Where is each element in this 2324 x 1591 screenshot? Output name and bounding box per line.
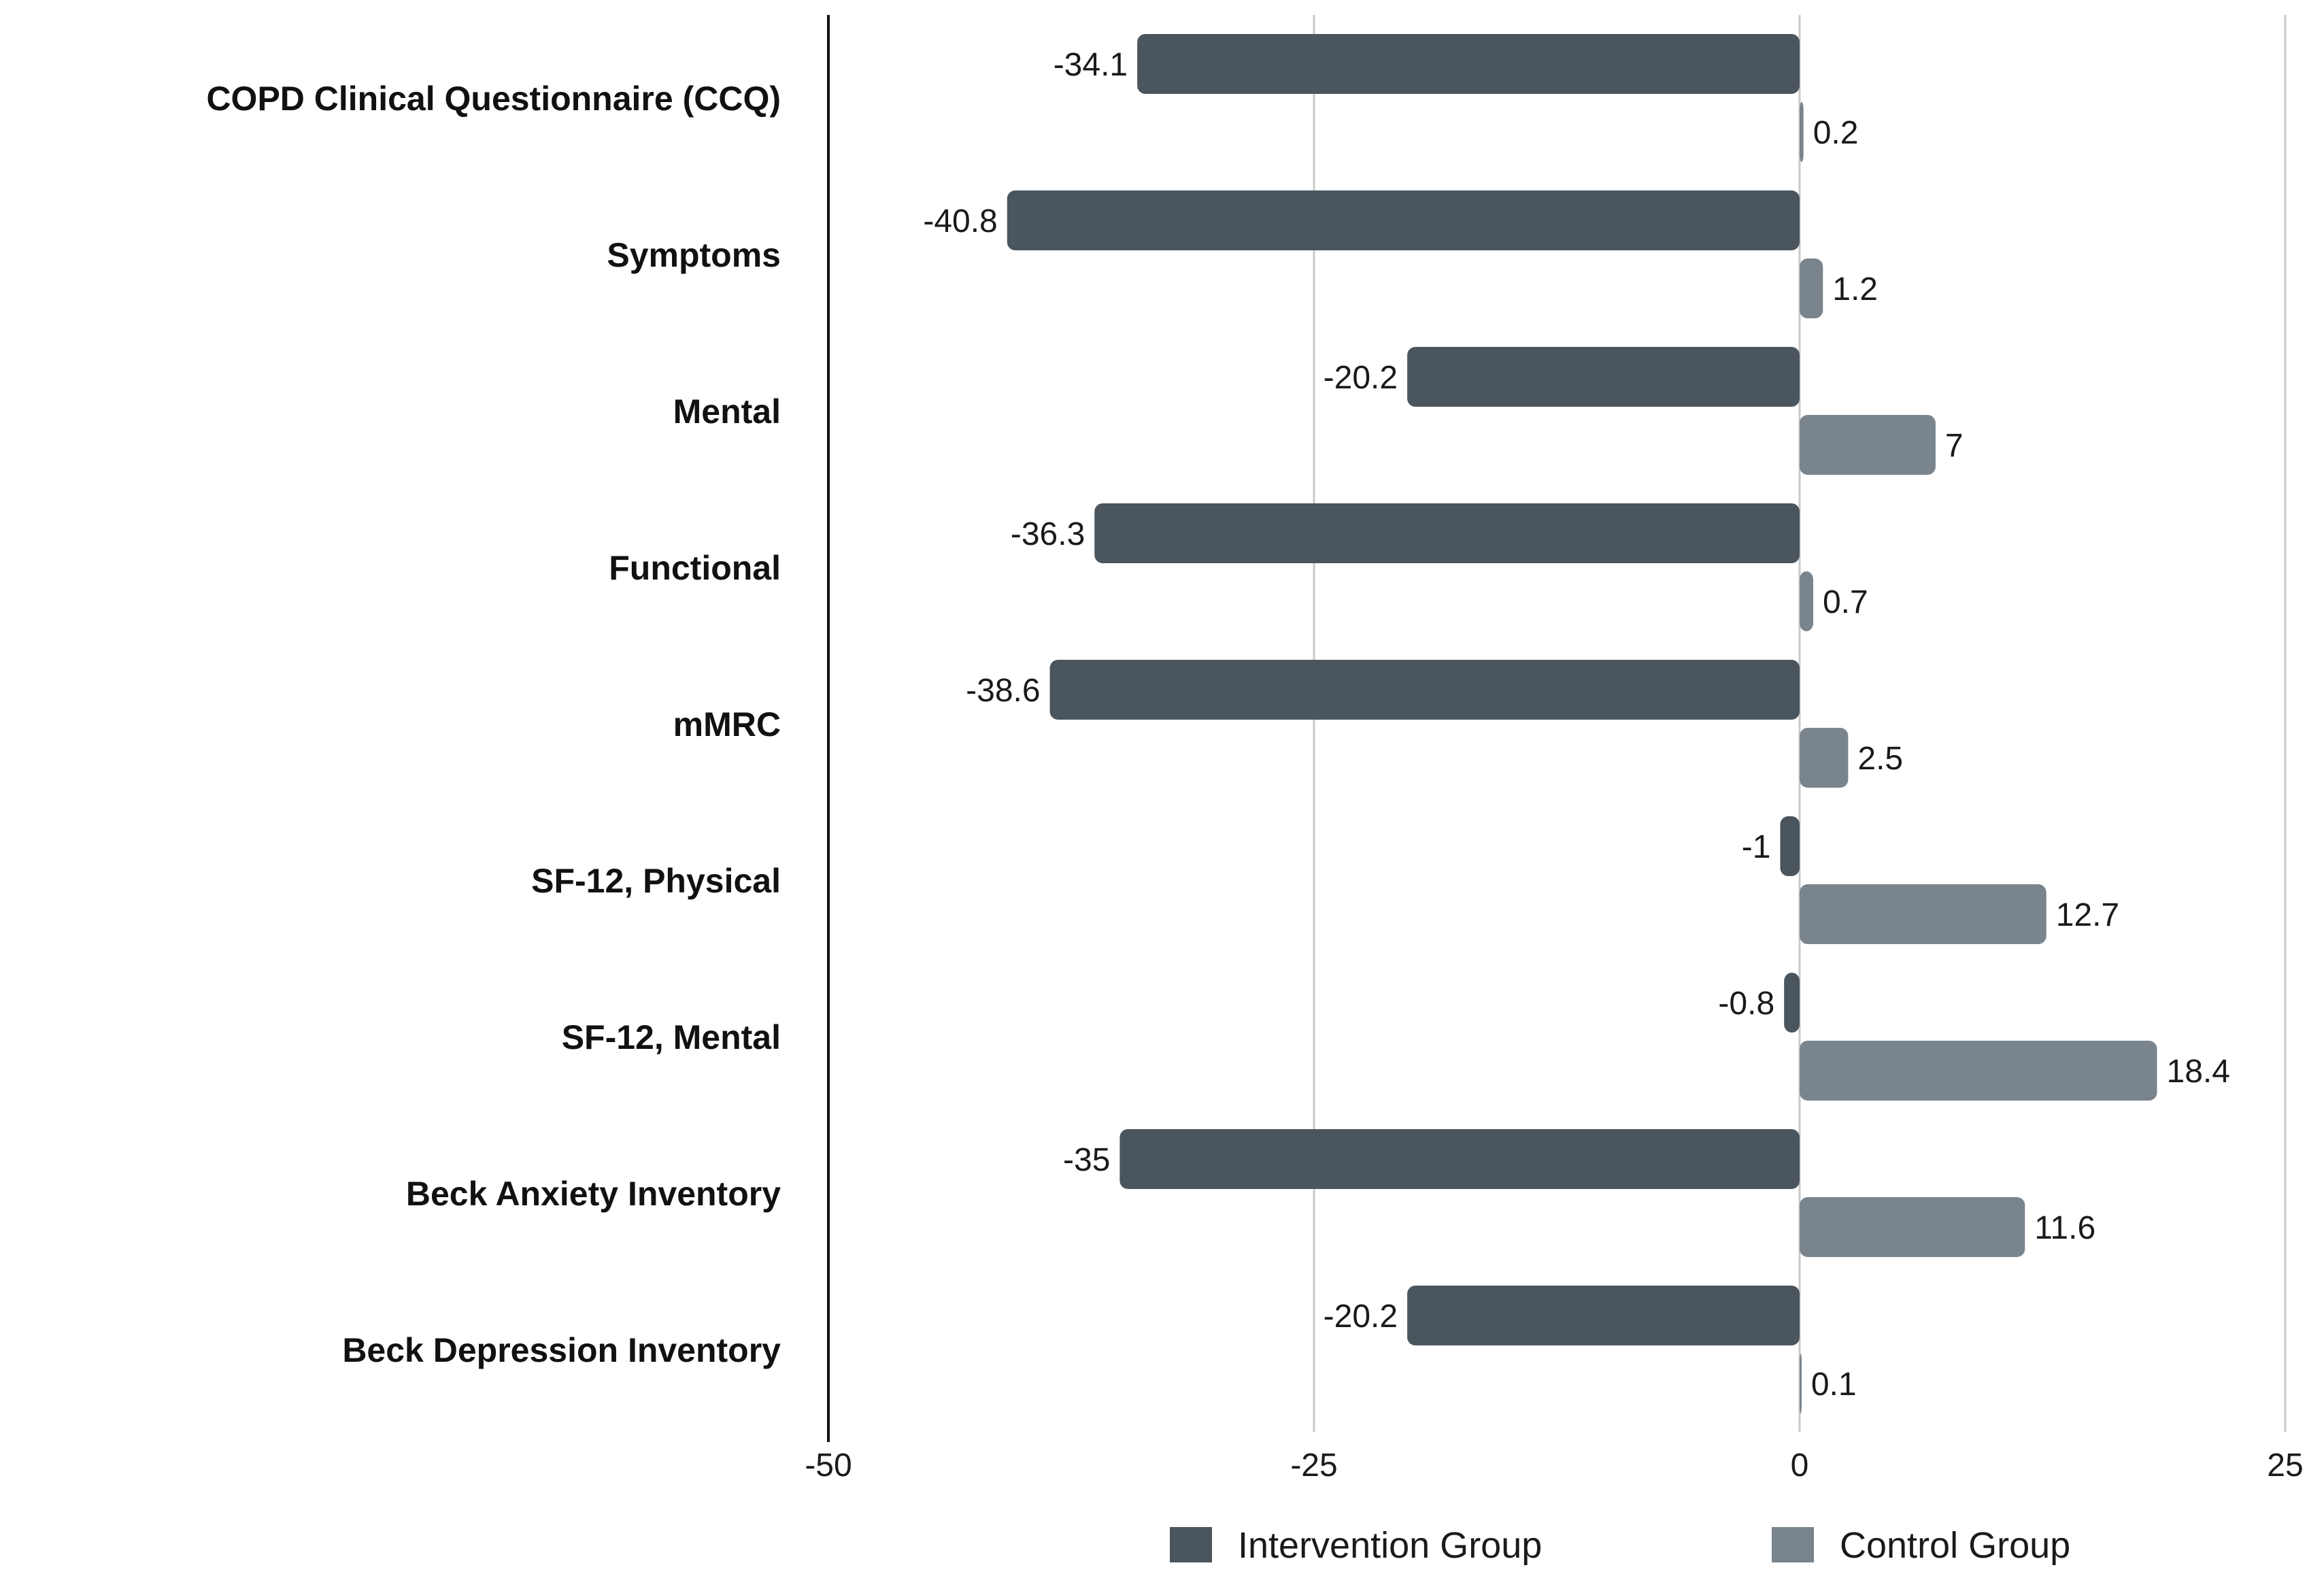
data-label: 11.6: [2034, 1210, 2095, 1246]
x-axis: -50 -25 0 25: [805, 15, 2304, 1484]
legend-label: Intervention Group: [1238, 1525, 1542, 1566]
legend-label: Control Group: [1840, 1525, 2070, 1566]
category-label: SF-12, Physical: [531, 862, 781, 900]
data-label: -34.1: [1054, 47, 1128, 83]
bar-intervention: [1137, 34, 1800, 94]
bar-intervention: [1007, 190, 1800, 250]
data-label: -40.8: [923, 203, 997, 239]
x-tick-label: 25: [2267, 1447, 2303, 1484]
bar-control: [1800, 1041, 2157, 1101]
data-label: -35: [1063, 1142, 1110, 1178]
bar-control: [1800, 415, 1936, 475]
bar-control: [1800, 728, 1849, 788]
bar-control: [1800, 884, 2047, 944]
x-tick-label: -50: [805, 1447, 852, 1484]
category-labels: COPD Clinical Questionnaire (CCQ) Symptom…: [206, 80, 781, 1369]
data-label: -20.2: [1324, 360, 1398, 396]
category-label: Beck Depression Inventory: [342, 1331, 781, 1369]
legend: Intervention Group Control Group: [1170, 1525, 2070, 1566]
data-label: 0.2: [1813, 115, 1859, 151]
x-tick-label: 0: [1791, 1447, 1809, 1484]
data-label: 0.1: [1811, 1367, 1857, 1403]
data-labels: -34.1 0.2 -40.8 1.2 -20.2 7 -36.3 0.7 -38.6 2.5 -1…: [923, 47, 2230, 1403]
bar-intervention: [1049, 660, 1800, 720]
data-label: 12.7: [2056, 897, 2119, 933]
bar-intervention: [1784, 973, 1800, 1033]
category-label: Symptoms: [607, 236, 781, 274]
bar-intervention: [1407, 1286, 1800, 1345]
bar-intervention: [1407, 347, 1800, 407]
category-label: COPD Clinical Questionnaire (CCQ): [206, 80, 781, 118]
data-label: 0.7: [1823, 584, 1868, 620]
legend-swatch: [1170, 1527, 1212, 1562]
category-label: mMRC: [673, 705, 781, 743]
data-label: -36.3: [1011, 516, 1085, 552]
bars: [1007, 34, 2157, 1413]
x-tick-label: -25: [1290, 1447, 1337, 1484]
category-label: SF-12, Mental: [562, 1018, 781, 1056]
data-label: 1.2: [1832, 271, 1878, 307]
legend-swatch: [1772, 1527, 1814, 1562]
data-label: -38.6: [966, 673, 1040, 709]
data-label: -1: [1742, 829, 1771, 865]
data-label: 7: [1945, 428, 1964, 464]
data-label: 18.4: [2167, 1054, 2230, 1090]
bar-control: [1800, 571, 1813, 631]
data-label: -0.8: [1718, 986, 1774, 1022]
data-label: -20.2: [1324, 1299, 1398, 1335]
category-label: Functional: [609, 549, 781, 587]
bar-control: [1800, 1354, 1802, 1413]
gridlines: [1313, 15, 2287, 1432]
bar-intervention: [1119, 1129, 1800, 1189]
category-label: Beck Anxiety Inventory: [406, 1175, 781, 1213]
bar-control: [1800, 1197, 2025, 1257]
bar-control: [1800, 102, 1804, 162]
bar-intervention: [1780, 816, 1800, 876]
category-label: Mental: [673, 392, 781, 431]
bar-control: [1800, 258, 1823, 318]
data-label: 2.5: [1857, 741, 1903, 777]
bar-intervention: [1094, 503, 1800, 563]
